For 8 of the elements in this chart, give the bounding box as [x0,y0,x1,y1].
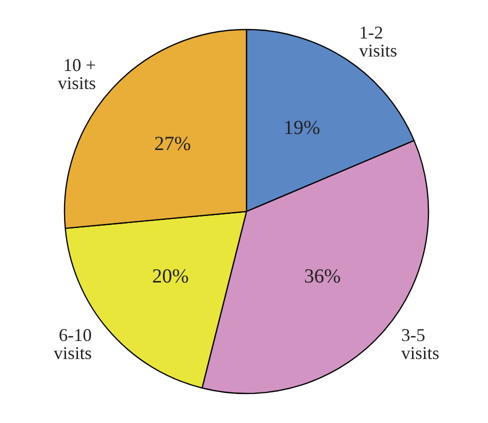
data-label: 20% [152,266,189,288]
slice-label: 6-10 visits [54,325,92,364]
data-label: 19% [283,117,320,140]
data-label: 36% [304,266,341,288]
slice-label: 3-5 visits [401,325,440,364]
slice-label: 1-2 visits [359,22,398,61]
slice-label: 10 + visits [58,55,96,94]
data-label: 27% [154,133,191,156]
